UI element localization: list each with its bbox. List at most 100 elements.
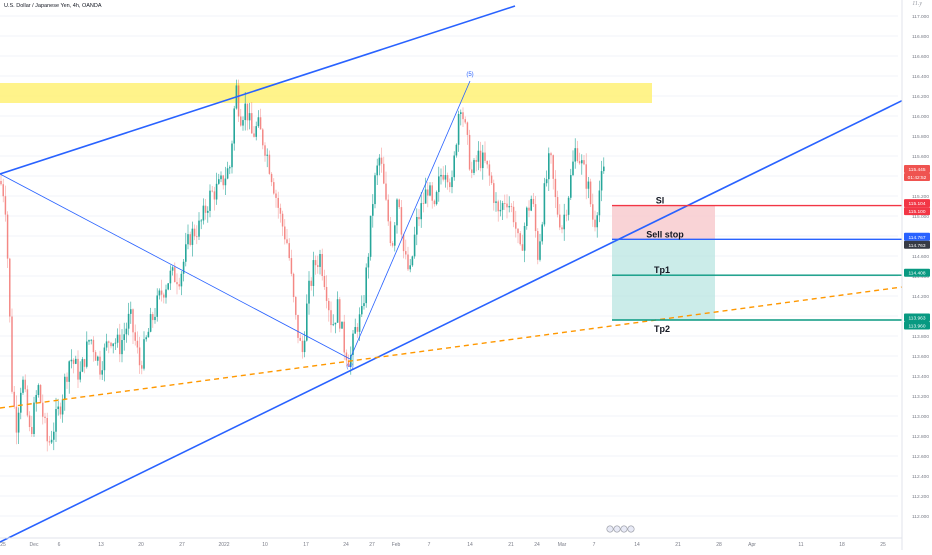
candle xyxy=(391,241,394,248)
candle xyxy=(176,273,178,295)
candle xyxy=(339,297,341,333)
candle xyxy=(281,210,284,236)
candle-body xyxy=(20,392,22,413)
y-tick-label: 115.200 xyxy=(912,194,929,200)
y-tick-label: 115.600 xyxy=(912,154,929,160)
candle xyxy=(519,231,521,246)
candle xyxy=(127,302,130,336)
candle xyxy=(600,160,603,202)
candle-body xyxy=(226,168,229,179)
candle xyxy=(35,390,37,412)
y-tick-label: 116.800 xyxy=(912,34,929,40)
candle xyxy=(57,398,59,416)
candle xyxy=(26,385,29,418)
candle-body xyxy=(585,164,587,189)
x-tick-label: 27 xyxy=(179,542,185,548)
wave-label: (5) xyxy=(466,72,473,78)
candle-body xyxy=(299,337,301,341)
candle-body xyxy=(407,254,409,270)
candle-body xyxy=(31,426,33,434)
candle-body xyxy=(420,203,422,220)
candle-body xyxy=(121,340,123,355)
candle-body xyxy=(411,256,414,266)
candle-body xyxy=(433,200,436,205)
candle xyxy=(473,158,475,176)
candle-body xyxy=(541,224,543,242)
candle-body xyxy=(297,314,299,338)
candle-body xyxy=(517,228,519,234)
candle xyxy=(402,233,405,259)
x-tick-label: 17 xyxy=(303,542,309,548)
candle xyxy=(53,422,55,451)
candle-body xyxy=(215,183,218,200)
candle-body xyxy=(449,182,451,188)
candle xyxy=(356,323,359,338)
candle-body xyxy=(427,189,429,196)
candle xyxy=(244,92,246,131)
candle xyxy=(497,199,499,222)
candle-body xyxy=(446,175,449,183)
trade-level-label: Tp2 xyxy=(654,324,670,334)
candle-body xyxy=(200,220,202,222)
candle xyxy=(574,138,576,169)
candle-body xyxy=(15,406,18,433)
candle xyxy=(334,322,337,334)
candle-body xyxy=(471,169,473,173)
candle-body xyxy=(376,165,378,176)
candle-body xyxy=(163,294,165,298)
candle xyxy=(72,358,75,374)
candle xyxy=(167,282,169,291)
candle xyxy=(413,226,416,259)
candle xyxy=(567,195,570,221)
candle xyxy=(345,349,348,367)
candle-body xyxy=(72,359,75,364)
candle xyxy=(123,322,125,351)
candle xyxy=(314,255,317,275)
candle xyxy=(418,209,420,227)
y-tick-label: 116.400 xyxy=(912,74,929,80)
candle-body xyxy=(537,231,539,260)
candle xyxy=(488,160,491,186)
candle xyxy=(185,232,187,267)
candle-body xyxy=(523,225,526,251)
candle-body xyxy=(321,254,323,276)
candle xyxy=(464,116,466,125)
candle xyxy=(451,170,453,194)
candle xyxy=(385,171,387,202)
candle xyxy=(352,329,354,366)
candle xyxy=(28,411,31,432)
candle-body xyxy=(490,175,493,184)
candle xyxy=(246,103,249,131)
candle xyxy=(200,218,202,230)
candle-body xyxy=(257,117,260,127)
candle-body xyxy=(44,416,46,418)
candle-body xyxy=(550,153,552,156)
candle-body xyxy=(193,228,196,237)
x-tick-label: 27 xyxy=(369,542,375,548)
candle-body xyxy=(11,316,13,392)
candle-body xyxy=(442,174,444,180)
candle xyxy=(141,360,143,375)
candle-body xyxy=(506,203,508,208)
candle-body xyxy=(154,316,156,321)
y-tick-label: 112.800 xyxy=(912,434,929,440)
candle xyxy=(270,172,273,187)
candle-body xyxy=(526,207,528,226)
candle xyxy=(583,154,585,166)
candle xyxy=(534,196,537,238)
candle xyxy=(539,233,541,262)
candle xyxy=(121,329,123,363)
candle-body xyxy=(515,222,517,229)
candle-body xyxy=(497,201,499,212)
candle-body xyxy=(572,161,574,176)
candle-body xyxy=(0,181,2,185)
candle-body xyxy=(270,173,273,183)
candle xyxy=(420,192,422,228)
candle-body xyxy=(105,341,108,348)
candle-body xyxy=(462,112,464,120)
diagonal-trend-line xyxy=(0,173,351,360)
candle-body xyxy=(473,160,475,173)
candle-body xyxy=(314,260,317,266)
candle xyxy=(592,193,594,227)
